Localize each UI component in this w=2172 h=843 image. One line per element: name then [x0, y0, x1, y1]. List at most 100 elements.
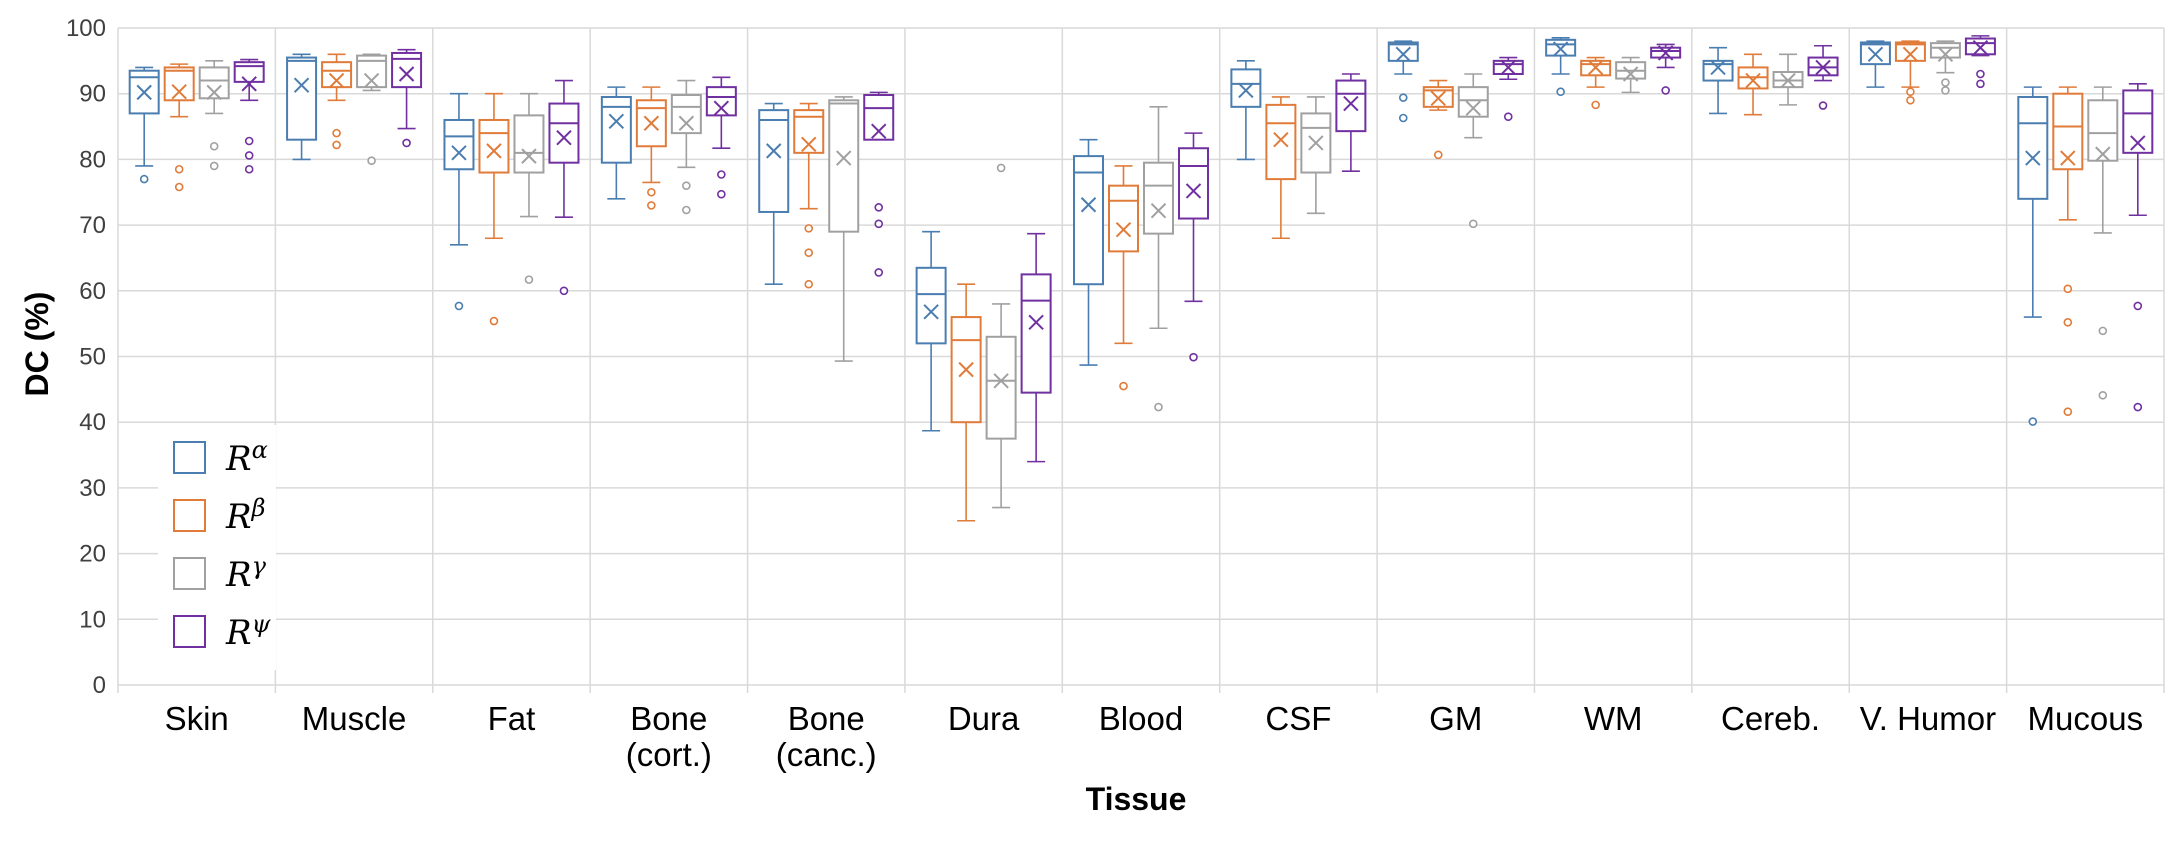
outlier-point [1119, 381, 1128, 391]
box-plot-11-series-3 [1772, 53, 1804, 106]
outlier-point [647, 201, 656, 210]
iqr-box [1073, 155, 1104, 286]
iqr-box [1143, 161, 1174, 235]
x-tick-label: GM [1429, 700, 1482, 737]
iqr-box [1335, 79, 1367, 133]
outlier-point [1906, 95, 1915, 105]
iqr-box [443, 118, 475, 171]
x-axis: Skin Muscle Fat Bone (cort.) Bone (canc.) Dura B… [165, 700, 2143, 773]
legend-label-superscript: α [252, 436, 268, 464]
legend-swatch [173, 441, 206, 474]
y-tick-label: 90 [79, 81, 106, 108]
x-tick-label: Fat [488, 700, 536, 737]
outlier-point [1503, 112, 1513, 121]
outlier-point [2063, 318, 2073, 327]
box-plot-11-series-2 [1737, 53, 1769, 116]
x-tick-label: Blood [1099, 700, 1183, 737]
outlier-point [174, 182, 184, 192]
outlier-point [524, 275, 534, 284]
mean-marker [836, 150, 852, 166]
iqr-box [670, 94, 702, 135]
mean-marker [521, 148, 537, 164]
outlier-point [489, 316, 499, 326]
x-tick-label-line: WM [1584, 700, 1643, 737]
outlier-point [2098, 326, 2108, 336]
mean-marker [1185, 183, 1202, 199]
outlier-point [174, 164, 184, 174]
mean-marker [1465, 100, 1481, 116]
box-plot-13-series-2 [2052, 86, 2084, 416]
outlier-point [1941, 78, 1950, 87]
legend-swatch [173, 557, 206, 590]
y-tick-label: 80 [79, 146, 106, 173]
iqr-box [2052, 92, 2084, 171]
mean-marker [1972, 40, 1989, 56]
box-plot-7-series-4 [1178, 132, 1209, 362]
box-plot-10-series-3 [1615, 56, 1647, 94]
outlier-point [1941, 86, 1950, 95]
box-plot-12-series-2 [1894, 40, 1926, 105]
x-tick-label-line: Muscle [302, 700, 407, 737]
outlier-point [717, 170, 726, 179]
mean-marker [1238, 82, 1254, 99]
iqr-box [286, 56, 318, 141]
outlier-point [139, 174, 149, 184]
box-plot-2-series-4 [391, 48, 423, 148]
legend-swatch [173, 615, 206, 648]
box-plot-8-series-1 [1230, 60, 1262, 161]
outlier-point [367, 156, 376, 166]
box-plot-12-series-1 [1859, 40, 1891, 88]
mean-marker [2130, 135, 2146, 151]
x-tick-label: Bone (canc.) [776, 700, 877, 773]
box-plot-4-series-2 [635, 86, 667, 210]
mean-marker [2025, 150, 2041, 166]
mean-marker [608, 113, 625, 130]
mean-marker [241, 76, 257, 92]
x-axis-title: Tissue [1086, 781, 1187, 817]
outlier-point [402, 138, 411, 148]
x-tick-label: Bone (cort.) [626, 700, 712, 773]
mean-marker [171, 84, 187, 100]
outlier-point [682, 205, 691, 215]
legend-label-superscript: γ [252, 552, 267, 580]
mean-marker [1780, 72, 1796, 89]
outlier-point [1661, 86, 1670, 95]
outlier-point [1818, 101, 1828, 110]
box-plot-1-series-4 [233, 58, 265, 174]
outlier-point [2133, 402, 2143, 412]
iqr-box [163, 66, 195, 102]
mean-marker [2060, 150, 2076, 166]
mean-marker [958, 361, 974, 378]
outlier-point [1398, 113, 1408, 123]
iqr-box [1702, 59, 1734, 82]
outlier-point [996, 163, 1006, 173]
box-plot-1-series-3 [198, 60, 230, 171]
x-tick-label-line: Skin [165, 700, 229, 737]
y-tick-label: 70 [79, 212, 106, 239]
mean-marker [1028, 314, 1044, 331]
mean-marker [1710, 59, 1726, 76]
x-tick-label: Muscle [302, 700, 407, 737]
iqr-box [985, 335, 1017, 440]
x-tick-label-line: Dura [948, 700, 1020, 737]
box-plot-11-series-1 [1702, 46, 1734, 115]
x-tick-label: Cereb. [1721, 700, 1820, 737]
legend-swatch [173, 499, 206, 532]
mean-marker [1815, 59, 1831, 76]
box-plot-6-series-3 [985, 163, 1017, 509]
y-tick-label: 20 [79, 541, 106, 568]
outlier-point [332, 128, 341, 138]
x-tick-label: CSF [1265, 700, 1331, 737]
x-tick-label-line: CSF [1265, 700, 1331, 737]
iqr-box [1178, 147, 1209, 220]
x-tick-label-line: Bone [630, 700, 707, 737]
mean-marker [328, 72, 345, 89]
x-tick-label-line: V. Humor [1860, 700, 1996, 737]
mean-marker [451, 145, 467, 161]
mean-marker [1902, 46, 1919, 62]
outlier-point [1433, 150, 1443, 160]
y-axis: 0 10 20 30 40 50 60 70 80 90 100 [66, 15, 106, 699]
mean-marker [1552, 41, 1569, 57]
